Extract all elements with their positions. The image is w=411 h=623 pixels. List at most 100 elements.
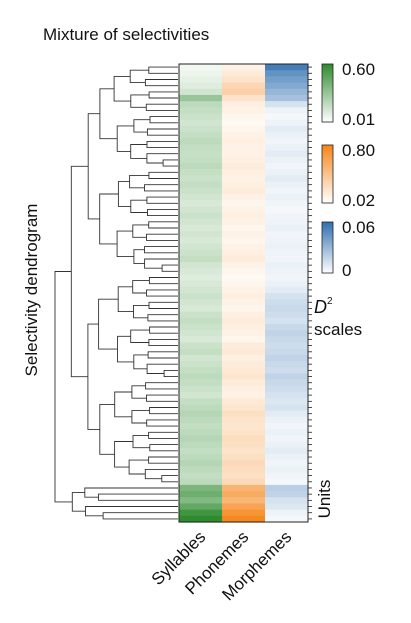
heatmap-cell bbox=[179, 422, 222, 430]
heatmap-cell bbox=[265, 379, 308, 387]
heatmap-cell bbox=[179, 317, 222, 325]
dendrogram-branch bbox=[148, 66, 178, 74]
heatmap-cell bbox=[179, 385, 222, 393]
dendrogram-branch bbox=[148, 221, 178, 229]
dendrogram-branch bbox=[99, 193, 119, 245]
scale-max-label: 0.06 bbox=[342, 218, 375, 237]
heatmap-cell bbox=[265, 336, 308, 344]
dendrogram-branch bbox=[144, 258, 178, 269]
heatmap-cell bbox=[265, 224, 308, 232]
dendrogram-branch bbox=[148, 277, 178, 285]
heatmap-cell bbox=[265, 255, 308, 263]
chart-title: Mixture of selectivities bbox=[43, 25, 209, 44]
dendrogram-branch bbox=[130, 144, 147, 159]
dendrogram-branch bbox=[130, 94, 150, 108]
dendrogram-branch bbox=[146, 128, 178, 136]
dendrogram-branch bbox=[131, 385, 147, 399]
heatmap-cell bbox=[265, 144, 308, 152]
heatmap-cell bbox=[265, 193, 308, 201]
heatmap-cell bbox=[179, 342, 222, 350]
scale-label-superscript: 2 bbox=[327, 296, 333, 307]
heatmap-cell bbox=[222, 398, 265, 406]
heatmap-cell bbox=[222, 132, 265, 139]
heatmap-cell bbox=[179, 138, 222, 146]
heatmap-cell bbox=[222, 491, 265, 498]
heatmap-cell bbox=[265, 64, 308, 71]
heatmap-cell bbox=[265, 478, 308, 486]
dendrogram-branch bbox=[132, 434, 150, 449]
heatmap-cell bbox=[265, 82, 308, 90]
dendrogram-branch bbox=[99, 88, 118, 140]
heatmap-cell bbox=[222, 497, 265, 505]
heatmap-cell bbox=[179, 144, 222, 152]
dendrogram-branch bbox=[144, 79, 178, 87]
scale-label-symbol: D bbox=[314, 297, 327, 317]
heatmap-cell bbox=[222, 509, 265, 517]
dendrogram-branch bbox=[148, 91, 178, 99]
heatmap-cell bbox=[179, 286, 222, 294]
heatmap-cell bbox=[222, 200, 265, 207]
dendrogram-branch bbox=[147, 208, 178, 217]
heatmap-cell bbox=[265, 348, 308, 356]
heatmap-cell bbox=[222, 218, 265, 226]
dendrogram-branch bbox=[144, 468, 178, 480]
dendrogram-branch bbox=[161, 475, 178, 483]
heatmap-cell bbox=[222, 361, 265, 368]
dendrogram-branch bbox=[145, 382, 178, 390]
heatmap-cell bbox=[179, 70, 222, 77]
scale-min-label: 0 bbox=[342, 261, 351, 280]
heatmap-cell bbox=[179, 150, 222, 158]
heatmap-cell bbox=[179, 268, 222, 276]
heatmap-cell bbox=[265, 76, 308, 84]
heatmap-cell bbox=[179, 107, 222, 115]
heatmap-cell bbox=[179, 101, 222, 108]
heatmap-cell bbox=[179, 113, 222, 121]
y-axis-label: Selectivity dendrogram bbox=[22, 204, 41, 377]
dendrogram-branch bbox=[129, 69, 149, 84]
heatmap-cell bbox=[179, 181, 222, 189]
dendrogram-branch bbox=[162, 159, 178, 167]
heatmap-cell bbox=[179, 367, 222, 375]
dendrogram-branch bbox=[116, 230, 134, 258]
heatmap-cell bbox=[222, 466, 265, 474]
heatmap-cell bbox=[222, 212, 265, 220]
dendrogram-branch bbox=[132, 224, 149, 238]
dendrogram-branch bbox=[146, 289, 178, 297]
heatmap-frame bbox=[178, 63, 309, 523]
dendrogram-branch bbox=[144, 184, 178, 192]
heatmap-cell bbox=[222, 144, 265, 152]
heatmap-cell bbox=[265, 293, 308, 300]
heatmap-cell bbox=[179, 231, 222, 238]
dendrogram-branch bbox=[102, 512, 178, 520]
dendrogram-branch bbox=[144, 246, 178, 254]
dendrogram-branch bbox=[128, 459, 149, 475]
heatmap-cell bbox=[222, 268, 265, 276]
heatmap-cell bbox=[222, 435, 265, 443]
heatmap-cell bbox=[222, 113, 265, 121]
dendrogram-branch bbox=[133, 119, 150, 133]
heatmap-cell bbox=[265, 181, 308, 189]
heatmap-cell bbox=[265, 447, 308, 455]
scale-min-label: 0.01 bbox=[342, 110, 375, 129]
heatmap-cell bbox=[179, 472, 222, 480]
dendrogram-branch bbox=[85, 506, 178, 517]
heatmap-cell bbox=[222, 231, 265, 238]
dendrogram-branch bbox=[163, 369, 178, 378]
heatmap-cell bbox=[265, 404, 308, 412]
dendrogram-branch bbox=[84, 487, 178, 498]
selectivity-dendrogram bbox=[54, 66, 178, 520]
heatmap-cell bbox=[222, 354, 265, 362]
heatmap-cell bbox=[222, 274, 265, 282]
heatmap-cell bbox=[222, 441, 265, 449]
heatmap-cell bbox=[222, 429, 265, 436]
dendrogram-branch bbox=[98, 298, 119, 350]
heatmap-cell bbox=[222, 453, 265, 461]
dendrogram-branch bbox=[146, 233, 178, 241]
heatmap-cell bbox=[265, 262, 308, 269]
heatmap-cell bbox=[222, 175, 265, 183]
scale-max-label: 0.60 bbox=[342, 60, 375, 79]
heatmap-cell bbox=[222, 262, 265, 269]
heatmap-cell bbox=[265, 416, 308, 424]
dendrogram-branch bbox=[117, 181, 131, 207]
